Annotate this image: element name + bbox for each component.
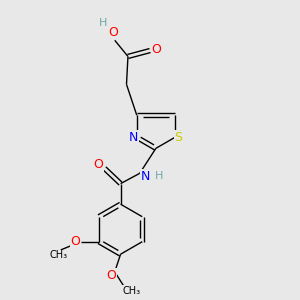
Text: N: N [129, 131, 138, 144]
Text: O: O [152, 43, 161, 56]
Text: H: H [154, 171, 163, 181]
Text: CH₃: CH₃ [122, 286, 140, 296]
Text: O: O [106, 269, 116, 282]
Text: CH₃: CH₃ [49, 250, 68, 260]
Text: H: H [99, 18, 108, 28]
Text: N: N [140, 170, 150, 183]
Text: O: O [108, 26, 118, 38]
Text: S: S [175, 131, 182, 144]
Text: O: O [93, 158, 103, 171]
Text: O: O [70, 235, 80, 248]
